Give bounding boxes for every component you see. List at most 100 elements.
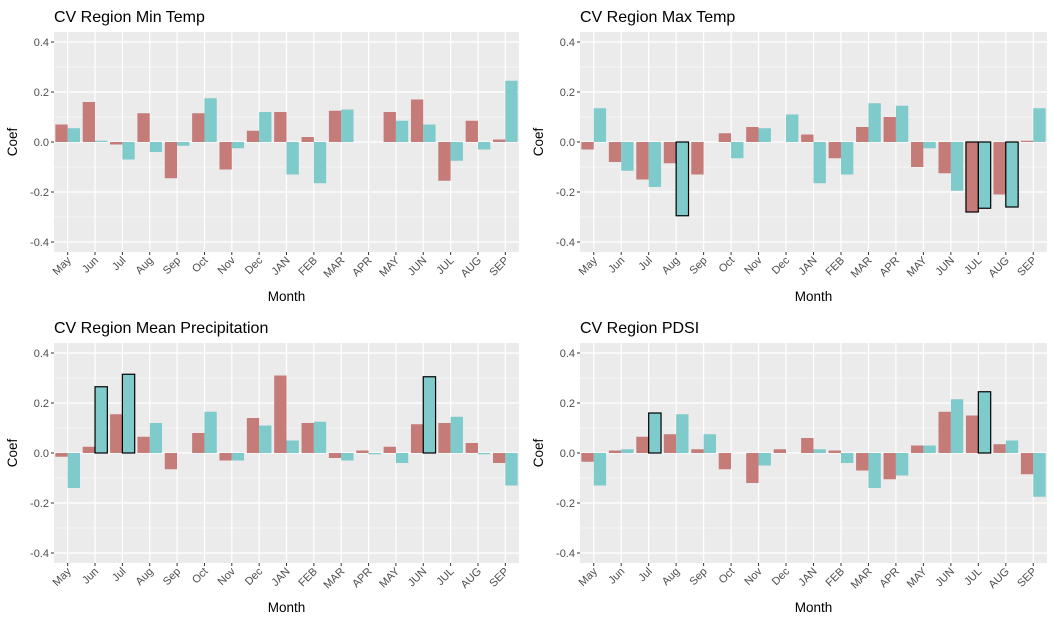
- bar-jun-series-2: [950, 142, 964, 191]
- bar-apr-series-2: [895, 453, 909, 476]
- bar-feb-series-2: [840, 142, 854, 175]
- bar-aug-series-2: [1005, 440, 1019, 453]
- x-tick-label-jun: Jun: [80, 566, 101, 587]
- bar-sep-series-1: [164, 453, 178, 470]
- bar-mar-series-1: [856, 127, 869, 142]
- y-tick-label: 0.0: [34, 448, 49, 460]
- bar-aug-series-2: [477, 142, 491, 150]
- x-tick-label-feb: FEB: [823, 566, 847, 590]
- bar-dec-series-1: [246, 130, 260, 142]
- x-tick-label-oct: Oct: [190, 255, 211, 276]
- x-tick-label-feb: FEB: [823, 255, 847, 279]
- x-tick-label-dec: Dec: [770, 254, 793, 277]
- bar-oct-series-2: [731, 142, 744, 159]
- bar-nov-series-2: [758, 128, 771, 142]
- y-tick-label: 0.2: [560, 87, 575, 99]
- bar-sep-series-1: [1020, 453, 1034, 475]
- x-tick-label-oct: Oct: [190, 566, 211, 587]
- x-tick-label-may: May: [577, 565, 601, 589]
- bar-jul-series-1: [438, 423, 451, 453]
- x-tick-label-sep: Sep: [687, 255, 709, 277]
- x-tick-label-sep: Sep: [161, 566, 183, 588]
- bar-apr-series-2: [368, 453, 381, 455]
- x-tick-label-may: May: [51, 565, 75, 589]
- bar-may-series-1: [581, 453, 594, 462]
- bar-mar-series-2: [341, 109, 354, 142]
- bar-dec-series-2: [786, 114, 799, 142]
- chart-panel-3: -0.4 -0.2 0.0 0.2 0.4 May Jun Jul Aug Sep Oct Nov De…: [5, 320, 519, 615]
- bar-jun-series-1: [938, 142, 951, 174]
- bar-jun-series-2: [621, 449, 634, 453]
- x-tick-label-jun: Jun: [606, 566, 627, 587]
- bar-sep-series-2: [505, 80, 518, 142]
- bar-jan-series-1: [274, 112, 287, 142]
- x-tick-label-sep: SEP: [487, 566, 511, 590]
- x-tick-label-sep: SEP: [1015, 566, 1039, 590]
- x-tick-label-jul: JUL: [962, 566, 984, 588]
- x-tick-label-jul: JUL: [434, 566, 456, 588]
- x-tick-label-jan: JAN: [796, 566, 819, 589]
- bar-sep-series-2: [703, 434, 716, 453]
- x-tick-label-mar: MAR: [322, 566, 348, 592]
- x-tick-label-aug: Aug: [134, 255, 156, 277]
- x-tick-label-may: MAY: [377, 254, 402, 279]
- x-tick-label-jul: Jul: [636, 255, 654, 273]
- x-tick-label-may: May: [51, 254, 75, 278]
- x-tick-label-apr: APR: [350, 566, 375, 591]
- bar-jan-series-2: [813, 449, 826, 453]
- x-tick-label-jun: JUN: [933, 566, 957, 590]
- x-tick-label-jan: JAN: [796, 255, 819, 278]
- bar-dec-series-1: [773, 449, 787, 453]
- bar-jan-series-1: [274, 375, 287, 453]
- bar-jun-series-2: [621, 142, 634, 171]
- bar-jan-series-2: [286, 142, 299, 175]
- bar-aug-series-1: [137, 113, 150, 142]
- bar-may-series-1: [581, 142, 594, 150]
- bar-aug-series-1: [993, 142, 1006, 195]
- bar-jun-series-1: [608, 450, 622, 453]
- bar-jun-series-1: [410, 424, 424, 453]
- y-tick-label: 0.2: [560, 398, 575, 410]
- x-tick-label-may: MAY: [905, 565, 930, 590]
- x-tick-label-mar: MAR: [849, 255, 875, 281]
- bar-sep-series-1: [691, 142, 704, 175]
- chart-title: CV Region PDSI: [580, 320, 699, 337]
- bar-may-series-2: [593, 453, 607, 486]
- bar-jul-series-2: [977, 141, 992, 209]
- y-tick-label: 0.2: [34, 87, 49, 99]
- bar-jul-series-1: [110, 414, 123, 453]
- bar-jun-series-1: [938, 411, 951, 453]
- y-tick-label: -0.2: [556, 187, 575, 199]
- bar-jul-series-2: [121, 373, 136, 454]
- bar-aug-series-2: [477, 453, 491, 455]
- bar-oct-series-1: [192, 433, 205, 453]
- bar-jul-series-2: [648, 412, 662, 454]
- bar-may-series-2: [593, 108, 607, 142]
- bar-may-series-2: [923, 142, 936, 149]
- x-axis-title: Month: [795, 289, 833, 304]
- x-tick-label-sep: Sep: [687, 566, 709, 588]
- y-tick-label: -0.2: [30, 187, 49, 199]
- bar-may-series-1: [383, 446, 396, 453]
- bar-sep-series-1: [164, 142, 178, 179]
- x-axis-title: Month: [268, 289, 306, 304]
- bar-apr-series-2: [895, 105, 909, 142]
- bar-dec-series-1: [246, 418, 260, 453]
- x-tick-label-aug: AUG: [987, 255, 1012, 280]
- bar-nov-series-1: [219, 142, 232, 170]
- bar-feb-series-2: [313, 421, 327, 453]
- x-tick-label-jan: JAN: [269, 566, 292, 589]
- bar-jul-series-1: [965, 415, 979, 453]
- x-tick-label-aug: Aug: [660, 566, 682, 588]
- chart-panel-4: -0.4 -0.2 0.0 0.2 0.4 May Jun Jul Aug Sep Oct Nov De…: [531, 320, 1047, 615]
- bar-jun-series-2: [423, 124, 436, 142]
- bar-oct-series-2: [204, 411, 217, 453]
- y-tick-label: 0.4: [34, 348, 49, 360]
- x-tick-label-oct: Oct: [717, 566, 738, 587]
- bar-nov-series-1: [746, 127, 759, 142]
- bar-oct-series-1: [718, 453, 732, 470]
- bar-aug-series-2: [149, 142, 163, 152]
- bar-jan-series-1: [801, 134, 814, 142]
- bar-jan-series-2: [286, 440, 299, 453]
- bar-may-series-2: [395, 120, 409, 142]
